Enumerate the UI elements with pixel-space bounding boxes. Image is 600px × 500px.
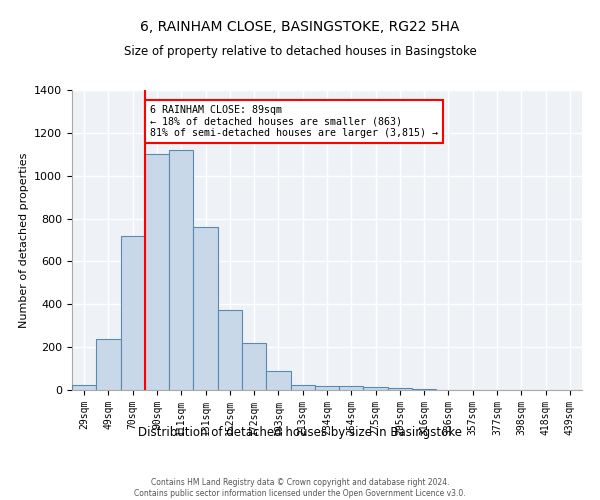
Bar [242,343,266,390]
Bar [96,338,121,390]
Bar [121,236,145,390]
Bar [169,150,193,390]
Bar [412,389,436,390]
Bar [266,370,290,390]
Text: Size of property relative to detached houses in Basingstoke: Size of property relative to detached ho… [124,45,476,58]
Bar [218,310,242,390]
Bar [290,384,315,390]
Bar [364,387,388,390]
Bar [388,388,412,390]
Bar [339,386,364,390]
Text: Contains HM Land Registry data © Crown copyright and database right 2024.
Contai: Contains HM Land Registry data © Crown c… [134,478,466,498]
Text: 6, RAINHAM CLOSE, BASINGSTOKE, RG22 5HA: 6, RAINHAM CLOSE, BASINGSTOKE, RG22 5HA [140,20,460,34]
Bar [72,384,96,390]
Text: Distribution of detached houses by size in Basingstoke: Distribution of detached houses by size … [138,426,462,439]
Y-axis label: Number of detached properties: Number of detached properties [19,152,29,328]
Bar [193,227,218,390]
Bar [315,386,339,390]
Bar [145,154,169,390]
Text: 6 RAINHAM CLOSE: 89sqm
← 18% of detached houses are smaller (863)
81% of semi-de: 6 RAINHAM CLOSE: 89sqm ← 18% of detached… [150,105,438,138]
